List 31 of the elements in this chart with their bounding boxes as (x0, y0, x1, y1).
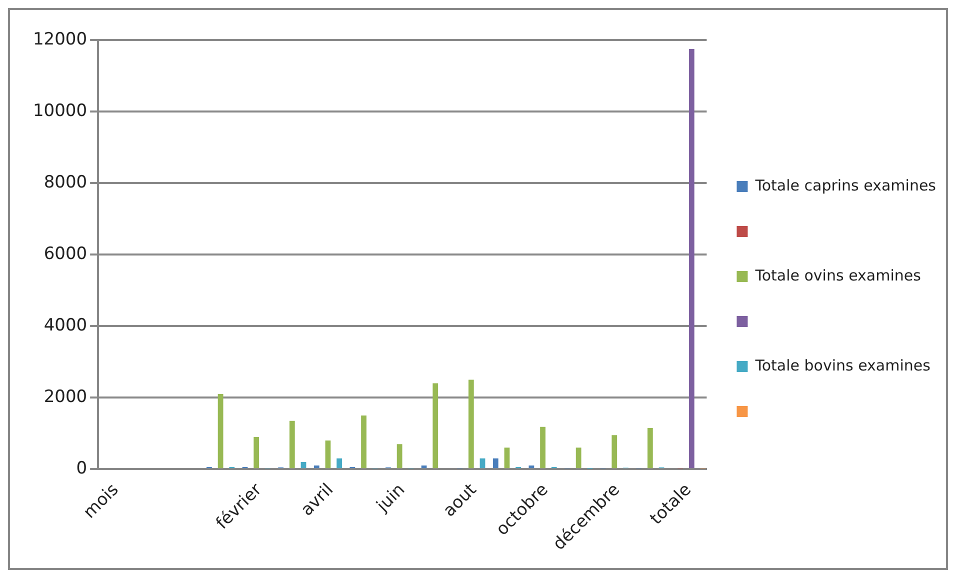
y-tick-label: 8000 (44, 172, 88, 192)
bar (528, 466, 534, 468)
legend-label: Totale caprins examines (754, 176, 936, 194)
bar (576, 448, 582, 468)
y-tick-label: 4000 (44, 316, 88, 336)
bar (421, 466, 427, 468)
y-tick-label: 0 (76, 458, 88, 479)
bar (218, 394, 224, 468)
bar (468, 380, 474, 468)
bar (254, 436, 260, 468)
bar (325, 440, 331, 468)
bar (314, 466, 320, 468)
bar (492, 458, 498, 468)
bar (336, 458, 342, 468)
bar (647, 428, 653, 468)
bar (300, 462, 306, 468)
bar (361, 415, 366, 468)
bar (504, 448, 510, 468)
bar (396, 444, 402, 468)
y-tick-label: 12000 (32, 29, 88, 50)
y-tick-label: 6000 (44, 244, 88, 264)
y-tick-label: 10000 (32, 100, 88, 121)
bar (688, 48, 694, 468)
bar (480, 458, 486, 468)
bar (540, 426, 546, 468)
legend-label: Totale ovins examines (754, 266, 922, 284)
y-tick-label: 2000 (44, 387, 88, 408)
bar (432, 383, 438, 468)
legend-label: Totale bovins examines (754, 356, 931, 374)
bar (289, 420, 295, 468)
bar (612, 435, 618, 468)
